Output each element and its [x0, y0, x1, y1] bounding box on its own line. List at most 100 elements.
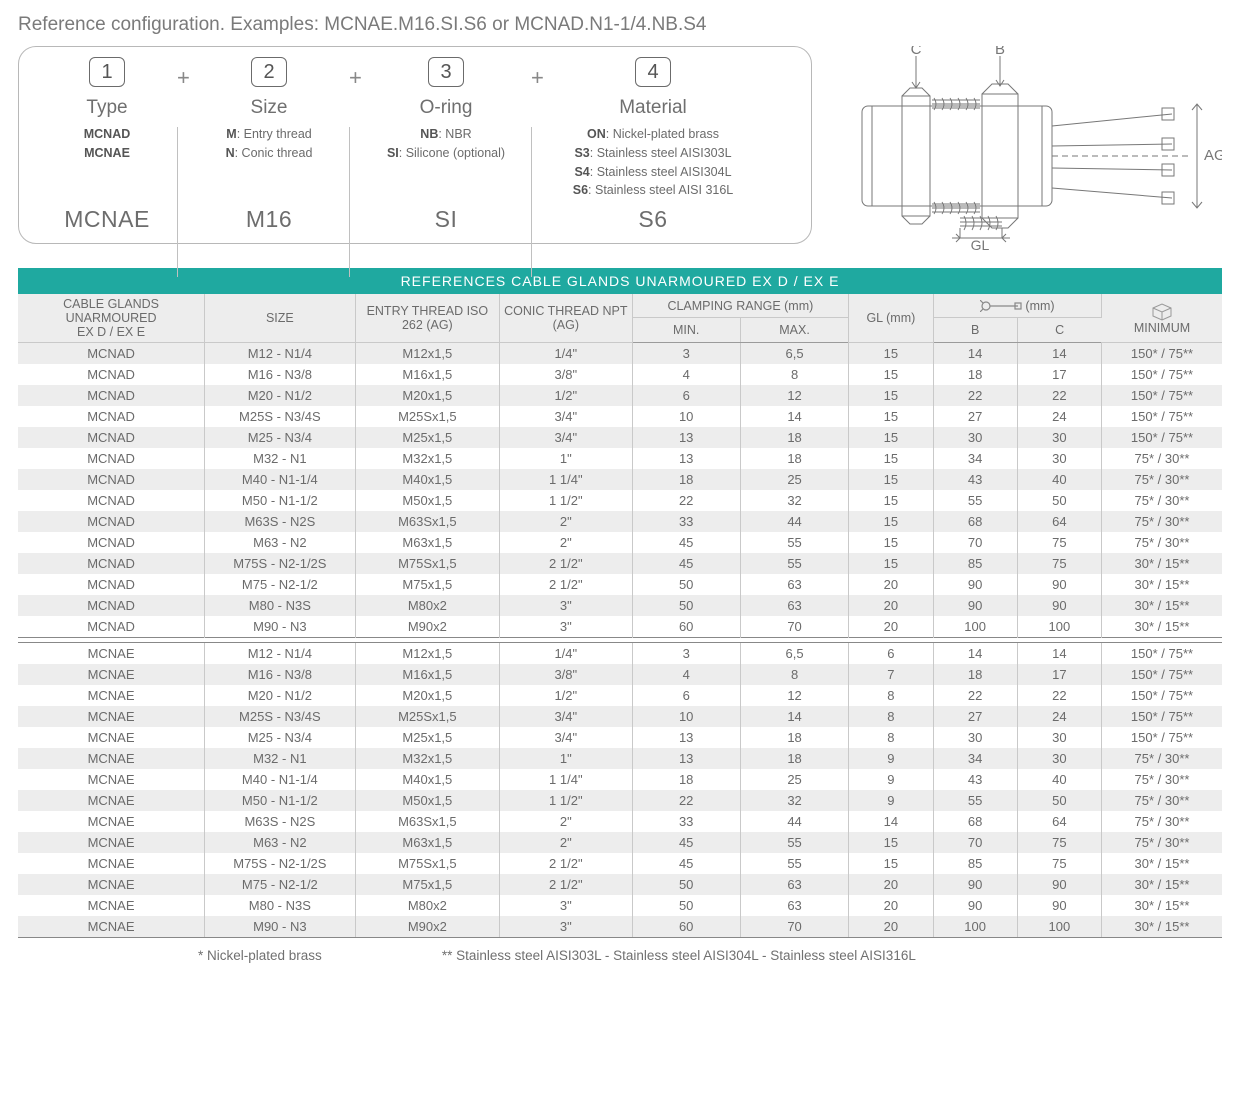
config-body-1: M: Entry threadN: Conic thread	[189, 125, 349, 195]
table-row: MCNADM80 - N3SM80x23"506320909030* / 15*…	[18, 595, 1222, 616]
table-cell: M50 - N1-1/2	[205, 490, 356, 511]
table-row: MCNADM40 - N1-1/4M40x1,51 1/4"1825154340…	[18, 469, 1222, 490]
table-cell: 75* / 30**	[1102, 532, 1222, 553]
config-badge-1: 1	[89, 57, 125, 87]
table-cell: 85	[933, 553, 1017, 574]
table-cell: 13	[632, 727, 740, 748]
table-cell: 12	[740, 685, 848, 706]
config-example-0: MCNAE	[37, 206, 177, 233]
table-cell: MCNAE	[18, 664, 205, 685]
table-cell: 150* / 75**	[1102, 706, 1222, 727]
table-cell: MCNAE	[18, 895, 205, 916]
table-cell: 24	[1017, 406, 1101, 427]
table-cell: 18	[740, 448, 848, 469]
table-cell: MCNAD	[18, 511, 205, 532]
table-cell: 2"	[500, 532, 632, 553]
table-cell: M40 - N1-1/4	[205, 469, 356, 490]
table-title: REFERENCES CABLE GLANDS UNARMOURED EX D …	[18, 268, 1222, 294]
table-cell: M20 - N1/2	[205, 385, 356, 406]
table-cell: 150* / 75**	[1102, 727, 1222, 748]
table-cell: 6,5	[740, 343, 848, 365]
table-cell: M25 - N3/4	[205, 427, 356, 448]
table-cell: 15	[849, 448, 933, 469]
table-cell: 4	[632, 664, 740, 685]
table-cell: 55	[740, 532, 848, 553]
table-cell: 90	[1017, 895, 1101, 916]
table-cell: M63Sx1,5	[355, 511, 499, 532]
table-cell: MCNAD	[18, 343, 205, 365]
table-cell: 22	[632, 490, 740, 511]
table-cell: 15	[849, 490, 933, 511]
table-cell: 18	[632, 469, 740, 490]
table-cell: 25	[740, 769, 848, 790]
table-cell: 55	[740, 553, 848, 574]
th-conic: CONIC THREAD NPT (AG)	[500, 294, 632, 343]
table-cell: 14	[740, 706, 848, 727]
table-cell: 1 1/2"	[500, 790, 632, 811]
table-cell: 50	[632, 874, 740, 895]
table-cell: 60	[632, 916, 740, 938]
table-cell: M16 - N3/8	[205, 664, 356, 685]
table-cell: 8	[849, 706, 933, 727]
table-cell: MCNAD	[18, 406, 205, 427]
table-cell: 1/2"	[500, 385, 632, 406]
table-cell: M32 - N1	[205, 448, 356, 469]
table-cell: 30* / 15**	[1102, 616, 1222, 638]
th-c: C	[1017, 318, 1101, 343]
table-cell: 8	[740, 364, 848, 385]
table-cell: MCNAD	[18, 469, 205, 490]
table-cell: 15	[849, 511, 933, 532]
table-cell: MCNAE	[18, 769, 205, 790]
table-row: MCNAEM50 - N1-1/2M50x1,51 1/2"2232955507…	[18, 790, 1222, 811]
table-cell: 43	[933, 769, 1017, 790]
table-cell: 30* / 15**	[1102, 895, 1222, 916]
table-cell: M16x1,5	[355, 664, 499, 685]
table-cell: 75	[1017, 832, 1101, 853]
table-cell: 70	[933, 532, 1017, 553]
table-cell: M50x1,5	[355, 790, 499, 811]
table-cell: 30* / 15**	[1102, 553, 1222, 574]
table-cell: 75* / 30**	[1102, 448, 1222, 469]
table-cell: MCNAE	[18, 790, 205, 811]
table-cell: 45	[632, 832, 740, 853]
table-cell: M75S - N2-1/2S	[205, 553, 356, 574]
config-title-2: O-ring	[361, 97, 531, 119]
table-cell: 150* / 75**	[1102, 406, 1222, 427]
table-cell: M90 - N3	[205, 616, 356, 638]
table-cell: 7	[849, 664, 933, 685]
th-max: MAX.	[740, 318, 848, 343]
table-cell: 3/4"	[500, 706, 632, 727]
table-cell: M25S - N3/4S	[205, 706, 356, 727]
table-cell: M50 - N1-1/2	[205, 790, 356, 811]
table-cell: 68	[933, 511, 1017, 532]
table-cell: 60	[632, 616, 740, 638]
table-cell: M80x2	[355, 595, 499, 616]
th-min: MIN.	[632, 318, 740, 343]
table-cell: 63	[740, 595, 848, 616]
table-cell: 150* / 75**	[1102, 664, 1222, 685]
table-cell: 30* / 15**	[1102, 916, 1222, 938]
table-cell: 22	[933, 385, 1017, 406]
table-cell: 1/2"	[500, 685, 632, 706]
table-cell: 3"	[500, 616, 632, 638]
table-cell: 63	[740, 874, 848, 895]
table-row: MCNADM90 - N3M90x23"60702010010030* / 15…	[18, 616, 1222, 638]
table-cell: 14	[933, 343, 1017, 365]
footnotes: * Nickel-plated brass ** Stainless steel…	[18, 948, 1222, 963]
table-cell: 2 1/2"	[500, 574, 632, 595]
table-cell: MCNAD	[18, 364, 205, 385]
table-cell: 43	[933, 469, 1017, 490]
table-cell: M80 - N3S	[205, 595, 356, 616]
table-cell: 6	[849, 643, 933, 665]
table-cell: 1/4"	[500, 643, 632, 665]
table-cell: M63x1,5	[355, 532, 499, 553]
table-cell: 30* / 15**	[1102, 874, 1222, 895]
table-cell: 20	[849, 595, 933, 616]
table-cell: 45	[632, 853, 740, 874]
divider	[349, 127, 361, 277]
table-cell: 75* / 30**	[1102, 769, 1222, 790]
table-cell: 27	[933, 406, 1017, 427]
table-cell: 27	[933, 706, 1017, 727]
table-cell: 44	[740, 511, 848, 532]
table-cell: 30	[1017, 427, 1101, 448]
